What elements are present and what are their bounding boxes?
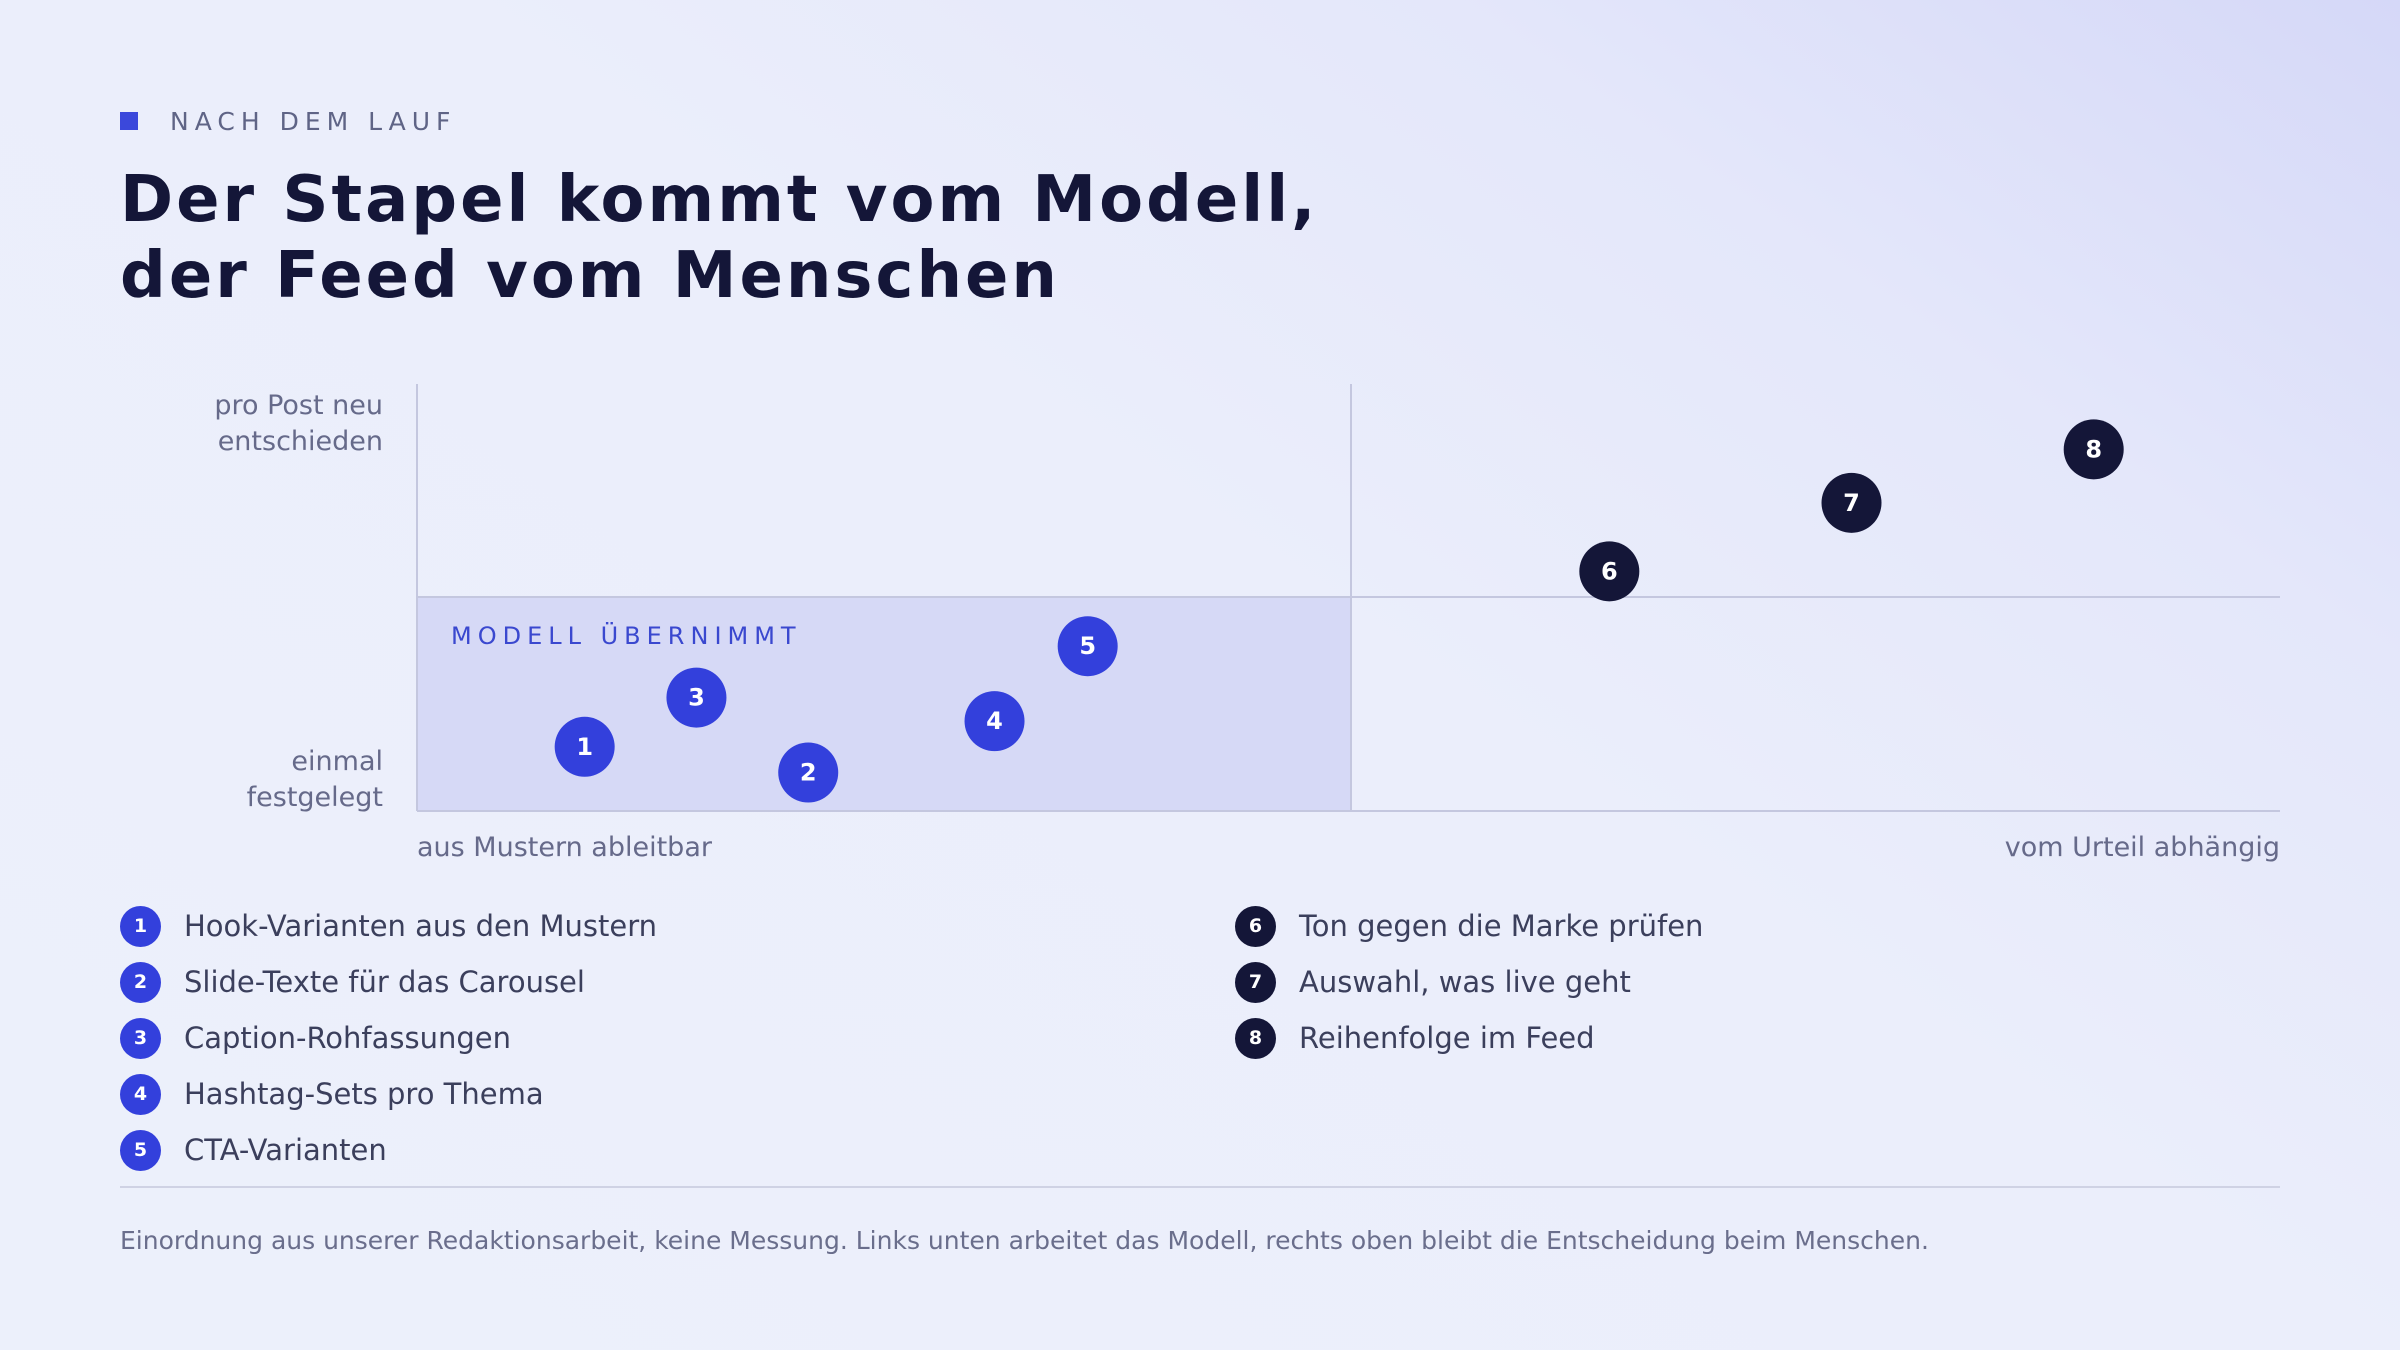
point-marker-8	[2063, 419, 2124, 480]
legend-item: 4 Hashtag-Sets pro Thema	[120, 1066, 657, 1122]
point-label-8: 8	[2085, 435, 2102, 463]
eyebrow-square-icon	[120, 112, 138, 130]
legend-label: Slide-Texte für das Carousel	[184, 965, 585, 999]
point-label-6: 6	[1601, 557, 1618, 585]
eyebrow: NACH DEM LAUF	[120, 106, 456, 136]
legend-item: 8 Reihenfolge im Feed	[1235, 1010, 1703, 1066]
legend-item: 3 Caption-Rohfassungen	[120, 1010, 657, 1066]
legend-badge: 7	[1235, 961, 1276, 1003]
eyebrow-label: NACH DEM LAUF	[170, 106, 457, 136]
legend-badge: 4	[120, 1073, 161, 1115]
y-axis-high-label: pro Post neu entschieden	[214, 388, 383, 460]
legend-label: Auswahl, was live geht	[1299, 965, 1631, 999]
point-marker-2	[778, 742, 839, 803]
legend-label: Hashtag-Sets pro Thema	[184, 1077, 544, 1111]
model-zone	[417, 597, 1351, 811]
legend-label: Hook-Varianten aus den Mustern	[184, 909, 657, 943]
x-axis-low-label: aus Mustern ableitbar	[417, 832, 712, 863]
quadrant-chart: MODELL ÜBERNIMMT 1 2 3 4 5 6 7 8	[416, 384, 2280, 812]
legend-label: Ton gegen die Marke prüfen	[1299, 909, 1704, 943]
y-axis-high-line-2: entschieden	[217, 426, 383, 457]
page-title: Der Stapel kommt vom Modell, der Feed vo…	[120, 162, 1620, 314]
title-line-1: Der Stapel kommt vom Modell,	[120, 163, 1319, 237]
point-marker-1	[554, 716, 615, 777]
legend-label: CTA-Varianten	[184, 1133, 387, 1167]
footnote: Einordnung aus unserer Redaktionsarbeit,…	[120, 1226, 1929, 1255]
y-axis-high-line-1: pro Post neu	[214, 390, 383, 421]
point-marker-3	[666, 667, 727, 728]
legend-badge: 5	[120, 1129, 161, 1171]
point-label-3: 3	[688, 684, 705, 712]
point-marker-7	[1821, 472, 1882, 533]
legend-label: Reihenfolge im Feed	[1299, 1021, 1595, 1055]
title-line-2: der Feed vom Menschen	[120, 239, 1060, 313]
point-label-2: 2	[800, 758, 817, 786]
point-label-4: 4	[986, 707, 1003, 735]
legend-item: 6 Ton gegen die Marke prüfen	[1235, 898, 1703, 954]
zone-label: MODELL ÜBERNIMMT	[451, 621, 802, 650]
point-marker-4	[964, 691, 1025, 752]
legend-model: 1 Hook-Varianten aus den Mustern 2 Slide…	[120, 898, 657, 1178]
point-label-7: 7	[1843, 489, 1860, 517]
x-axis-high-label: vom Urteil abhängig	[2004, 832, 2280, 863]
point-label-1: 1	[576, 733, 593, 761]
legend-badge: 6	[1235, 905, 1276, 947]
legend-badge: 2	[120, 961, 161, 1003]
legend-badge: 1	[120, 905, 161, 947]
point-marker-6	[1579, 541, 1640, 602]
legend-label: Caption-Rohfassungen	[184, 1021, 512, 1055]
legend-item: 1 Hook-Varianten aus den Mustern	[120, 898, 657, 954]
y-axis-low-line-1: einmal	[291, 746, 383, 777]
legend-badge: 8	[1235, 1017, 1276, 1059]
y-axis-low-line-2: festgelegt	[246, 782, 383, 813]
point-marker-5	[1057, 616, 1118, 677]
legend-human: 6 Ton gegen die Marke prüfen 7 Auswahl, …	[1235, 898, 1703, 1066]
legend-item: 5 CTA-Varianten	[120, 1122, 657, 1178]
legend-item: 7 Auswahl, was live geht	[1235, 954, 1703, 1010]
y-axis-low-label: einmal festgelegt	[247, 744, 383, 816]
point-label-5: 5	[1079, 632, 1096, 660]
legend-item: 2 Slide-Texte für das Carousel	[120, 954, 657, 1010]
footer-divider	[120, 1186, 2280, 1188]
legend-badge: 3	[120, 1017, 161, 1059]
